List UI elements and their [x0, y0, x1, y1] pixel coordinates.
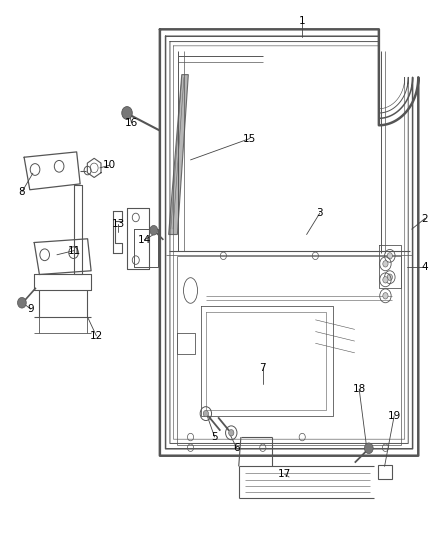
- Text: 3: 3: [316, 208, 323, 218]
- Text: 5: 5: [211, 432, 218, 442]
- Text: 14: 14: [138, 235, 151, 245]
- Text: 15: 15: [243, 134, 256, 143]
- Text: 2: 2: [421, 214, 428, 223]
- Text: 12: 12: [90, 331, 103, 341]
- Text: 16: 16: [125, 118, 138, 127]
- Text: 6: 6: [233, 443, 240, 453]
- Circle shape: [383, 293, 388, 299]
- Text: 7: 7: [259, 363, 266, 373]
- Circle shape: [150, 225, 158, 235]
- Polygon shape: [169, 75, 188, 235]
- Text: 8: 8: [18, 187, 25, 197]
- Circle shape: [203, 410, 208, 417]
- Circle shape: [364, 443, 373, 454]
- Text: 11: 11: [68, 246, 81, 255]
- Circle shape: [387, 274, 392, 280]
- Text: 4: 4: [421, 262, 428, 271]
- Circle shape: [18, 297, 26, 308]
- Text: 13: 13: [112, 219, 125, 229]
- Text: 17: 17: [278, 470, 291, 479]
- Circle shape: [383, 261, 388, 267]
- Text: 18: 18: [353, 384, 366, 394]
- Circle shape: [229, 430, 234, 436]
- Circle shape: [387, 253, 392, 259]
- Text: 9: 9: [27, 304, 34, 314]
- Text: 19: 19: [388, 411, 401, 421]
- Text: 10: 10: [103, 160, 116, 170]
- Circle shape: [383, 277, 388, 283]
- Circle shape: [122, 107, 132, 119]
- Text: 1: 1: [299, 17, 306, 26]
